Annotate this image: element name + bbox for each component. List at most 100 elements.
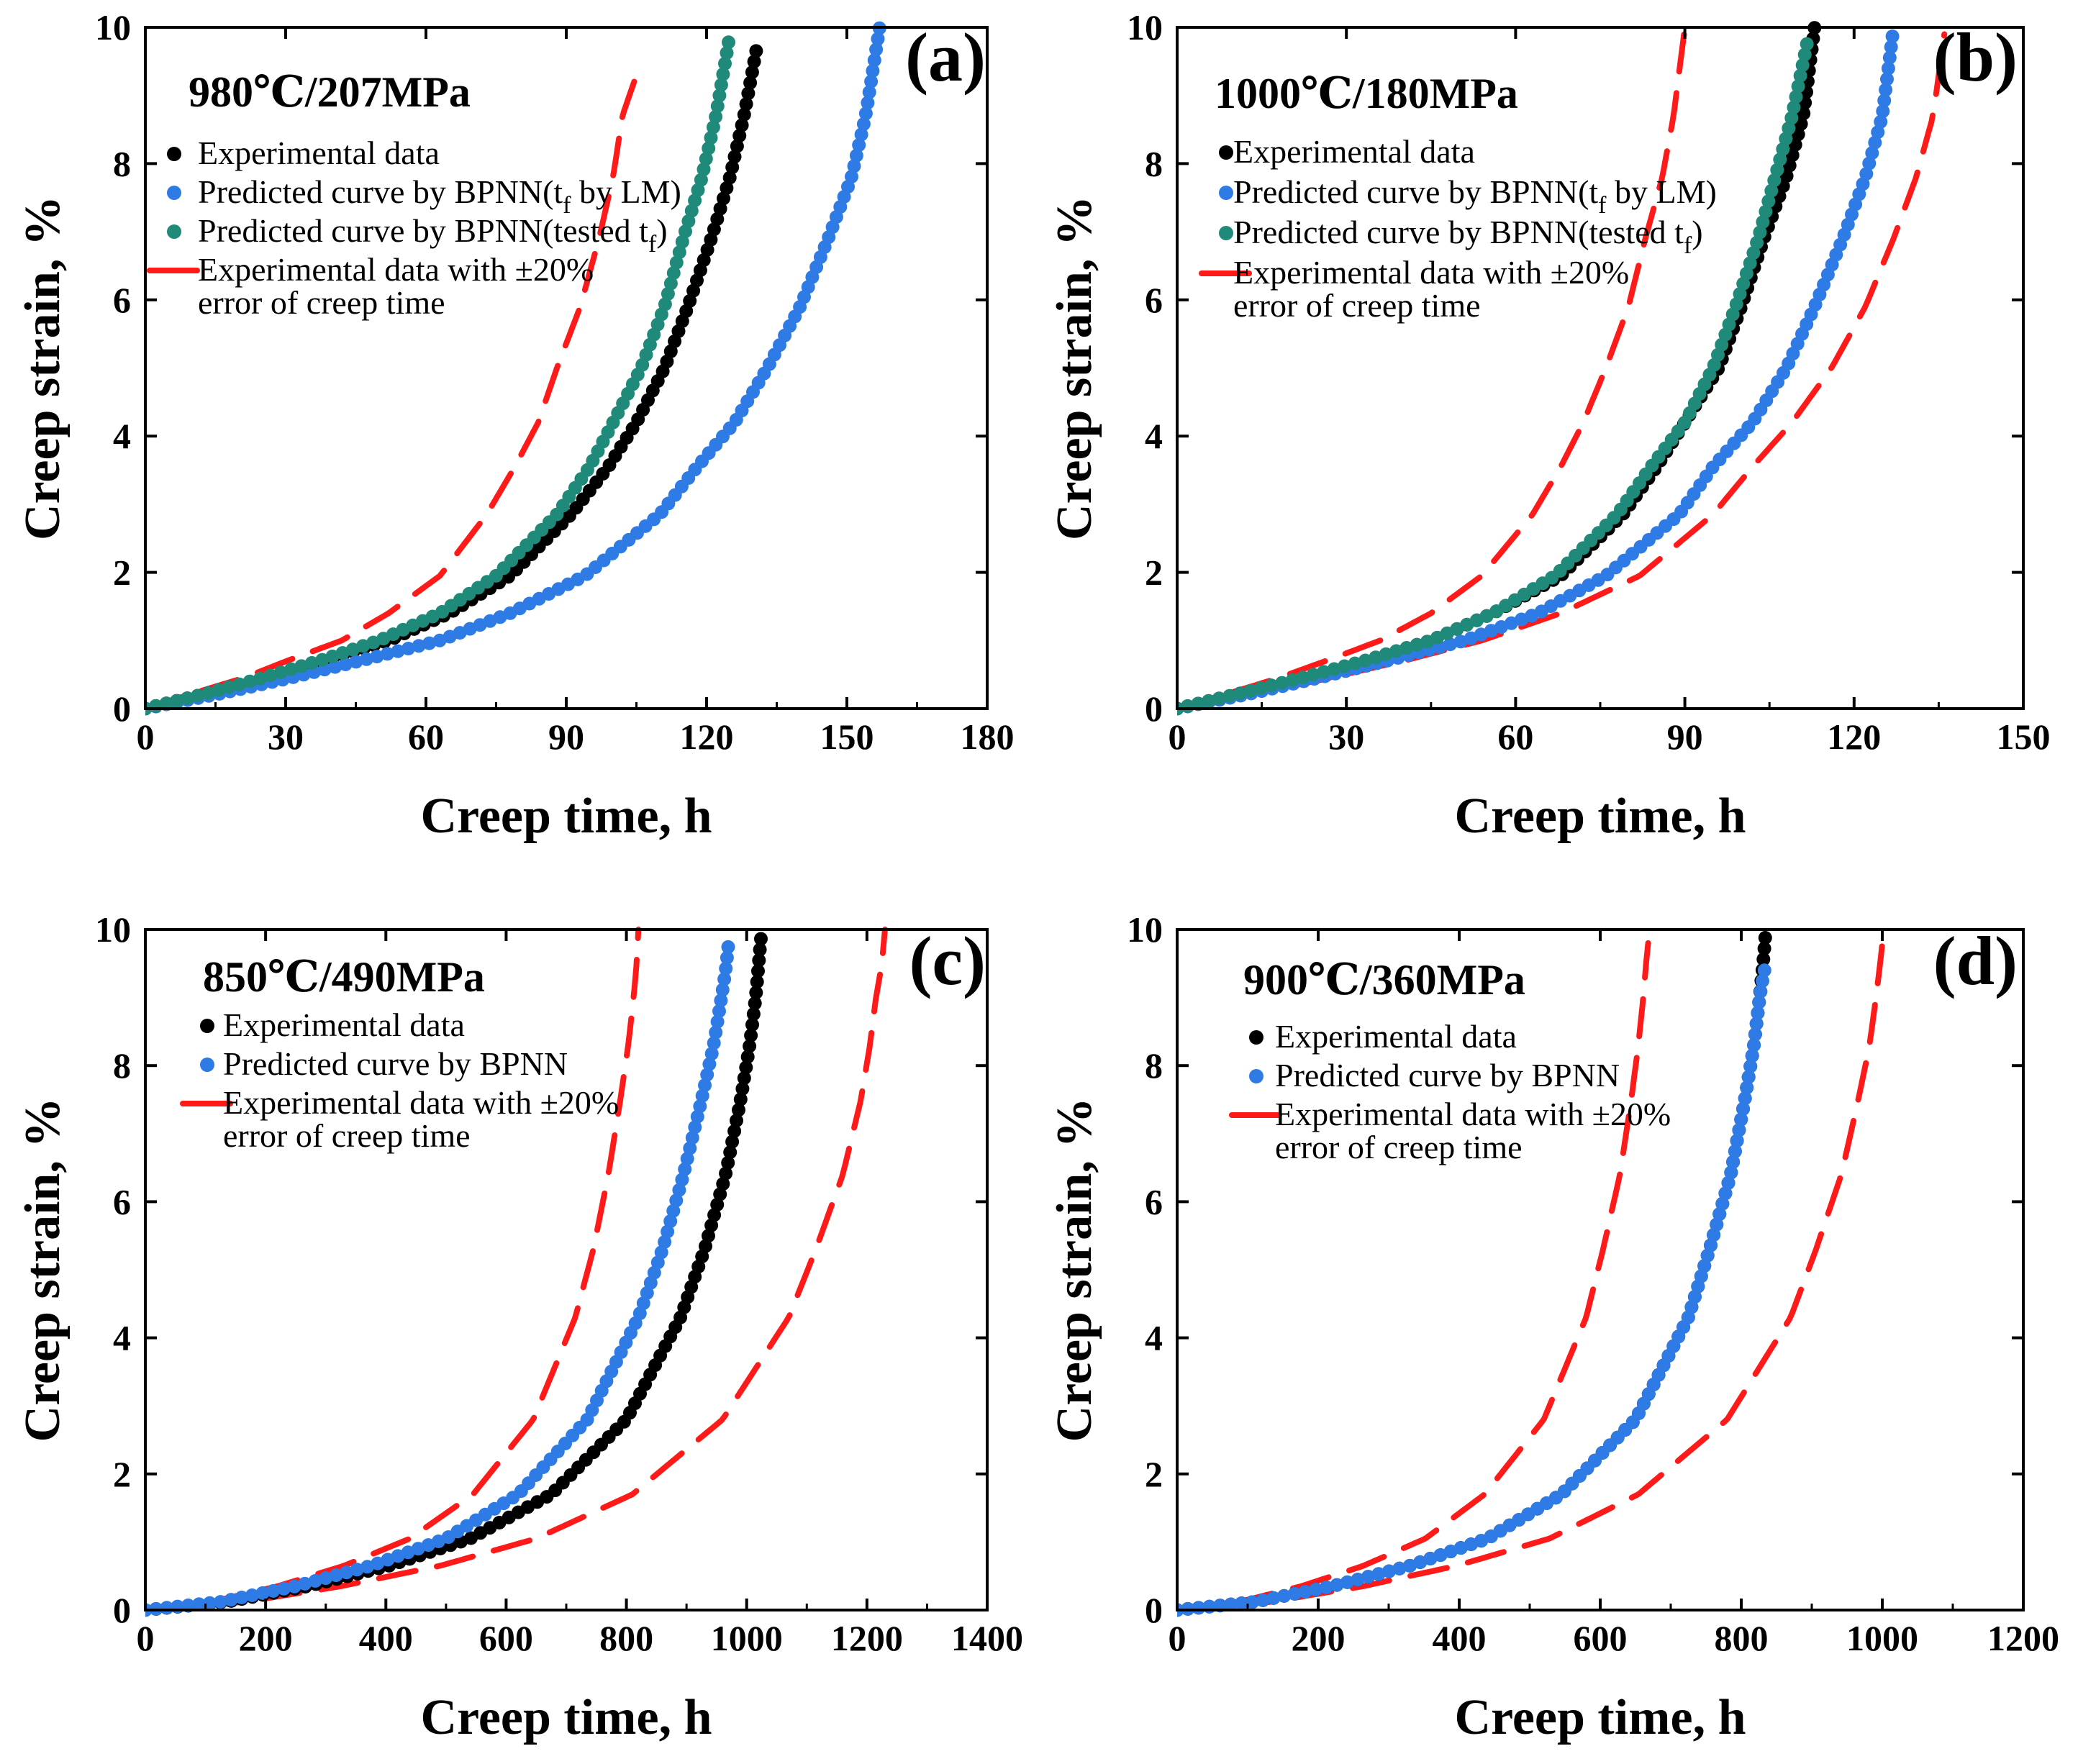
- data-point: [1697, 1259, 1712, 1273]
- data-point: [349, 655, 363, 669]
- x-tick-label: 150: [1997, 717, 2051, 757]
- data-point: [732, 129, 747, 143]
- data-point: [1868, 135, 1882, 150]
- panel-label: (a): [905, 19, 986, 96]
- y-tick-label: 0: [113, 688, 131, 729]
- data-point: [694, 173, 708, 187]
- data-point: [719, 961, 733, 976]
- data-point: [1779, 132, 1793, 146]
- data-point: [704, 131, 718, 145]
- data-point: [1743, 1059, 1758, 1073]
- data-point: [678, 1162, 692, 1176]
- legend-label-band: Experimental data with ±20%: [1233, 254, 1629, 291]
- data-point: [1712, 1207, 1727, 1222]
- data-point: [1874, 114, 1888, 129]
- data-point: [713, 1187, 727, 1201]
- data-point: [699, 152, 713, 166]
- data-point: [1285, 673, 1299, 687]
- legend-label-tested: Predicted curve by BPNN(tested tf): [1233, 214, 1703, 259]
- legend-label-band-line2: error of creep time: [198, 284, 445, 321]
- data-point: [1884, 40, 1898, 54]
- data-point: [869, 42, 884, 57]
- data-point: [666, 1204, 681, 1218]
- legend-marker-lm: [167, 186, 181, 200]
- y-tick-label: 2: [1145, 1454, 1163, 1494]
- y-tick-label: 10: [95, 909, 131, 950]
- series-line-band-minus20: [1177, 24, 1688, 711]
- data-point: [718, 56, 732, 71]
- data-point: [1443, 637, 1457, 652]
- data-point: [1298, 1585, 1312, 1599]
- data-point: [401, 642, 415, 655]
- data-point: [1348, 656, 1362, 670]
- data-point: [725, 1135, 740, 1149]
- plot-area: [1177, 927, 1887, 1617]
- data-point: [360, 1560, 374, 1574]
- data-point: [1710, 1217, 1724, 1232]
- data-point: [1876, 104, 1890, 119]
- data-point: [242, 674, 257, 688]
- y-tick-label: 10: [1127, 7, 1163, 47]
- data-point: [1736, 276, 1751, 291]
- series-predicted-curve-by-bpnn-tf-by-lm-: [145, 21, 886, 716]
- data-point: [304, 656, 319, 670]
- data-point: [745, 1017, 759, 1032]
- data-point: [287, 1579, 301, 1593]
- data-point: [744, 1028, 758, 1042]
- data-point: [1767, 173, 1782, 188]
- data-point: [359, 652, 373, 666]
- data-point: [1222, 688, 1237, 703]
- data-point: [730, 139, 744, 153]
- data-point: [654, 1245, 668, 1260]
- data-point: [721, 1155, 735, 1170]
- data-point: [1749, 1017, 1764, 1031]
- data-point: [170, 694, 184, 708]
- data-point: [845, 170, 858, 183]
- y-tick-label: 4: [1145, 416, 1163, 456]
- data-point: [720, 181, 734, 195]
- data-point: [1191, 696, 1205, 711]
- data-point: [735, 118, 749, 132]
- data-point: [737, 1071, 751, 1086]
- x-axis-title: Creep time, h: [1455, 788, 1746, 844]
- data-point: [232, 677, 247, 691]
- x-tick-label: 90: [548, 717, 584, 757]
- data-point: [1338, 659, 1352, 673]
- data-point: [1254, 681, 1269, 695]
- x-tick-label: 1200: [1987, 1618, 2059, 1658]
- data-point: [739, 1060, 753, 1075]
- data-point: [717, 972, 732, 986]
- data-point: [1757, 963, 1771, 978]
- data-point: [717, 191, 730, 206]
- data-point: [1795, 58, 1810, 73]
- data-point: [1256, 1593, 1270, 1607]
- data-point: [191, 688, 205, 703]
- data-point: [391, 644, 405, 658]
- data-point: [704, 232, 718, 247]
- data-point: [727, 150, 742, 164]
- data-point: [727, 1124, 742, 1138]
- data-point: [1859, 167, 1874, 181]
- data-point: [714, 994, 728, 1008]
- data-point: [1684, 1300, 1699, 1314]
- data-point: [709, 1025, 723, 1040]
- data-point: [245, 1588, 259, 1602]
- panel-label: (d): [1933, 922, 2018, 999]
- plot-frame: [1176, 26, 2025, 710]
- data-point: [854, 127, 868, 142]
- data-point: [709, 109, 723, 124]
- data-point: [1371, 1567, 1386, 1581]
- y-tick-label: 0: [1145, 688, 1163, 729]
- x-tick-label: 800: [599, 1618, 653, 1658]
- data-point: [1758, 931, 1772, 945]
- x-tick-label: 400: [359, 1618, 413, 1658]
- data-point: [695, 1250, 709, 1263]
- data-point: [723, 1145, 738, 1160]
- data-point: [672, 245, 686, 260]
- data-point: [1741, 1070, 1756, 1084]
- data-point: [707, 1036, 721, 1050]
- data-point: [706, 120, 720, 135]
- data-point: [713, 201, 727, 216]
